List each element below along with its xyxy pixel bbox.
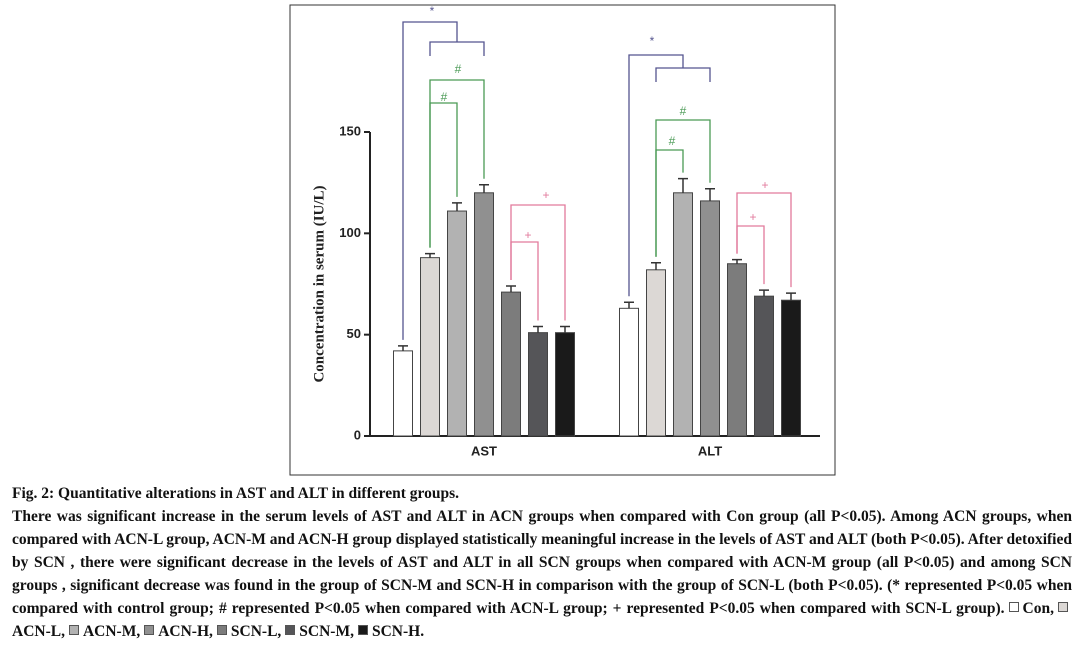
caption-body: There was significant increase in the se… <box>12 508 1072 617</box>
y-tick-label: 0 <box>354 427 361 442</box>
y-tick-label: 100 <box>339 225 361 240</box>
bar <box>727 263 747 437</box>
legend-label: SCN-M <box>299 623 351 640</box>
legend-entry: Con <box>1008 600 1054 617</box>
bar <box>754 295 774 437</box>
bar <box>619 307 639 437</box>
significance-mark: # <box>669 134 676 148</box>
bar <box>700 200 720 437</box>
legend-label: SCN-H <box>371 623 421 640</box>
legend-swatch <box>68 625 79 635</box>
bar <box>646 269 666 437</box>
significance-mark: + <box>542 188 549 202</box>
significance-bracket <box>655 149 684 257</box>
legend-label: ACN-L <box>12 623 62 640</box>
significance-mark: # <box>455 62 462 76</box>
x-tick-label: AST <box>471 443 497 458</box>
legend-swatch <box>357 625 368 635</box>
y-tick-label: 150 <box>339 123 361 138</box>
chart: Concentration in serum (IU/L) 0 50 100 150 A… <box>289 4 836 476</box>
error-bar <box>560 325 570 333</box>
legend-label: Con <box>1022 600 1051 617</box>
significance-bracket <box>736 225 765 285</box>
significance-mark: * <box>650 34 655 48</box>
bar <box>781 299 801 437</box>
bar <box>555 332 575 437</box>
legend-entry: SCN-L <box>216 623 281 640</box>
significance-mark: + <box>749 210 756 224</box>
caption-title: Fig. 2: Quantitative alterations in AST … <box>12 485 459 502</box>
significance-mark: + <box>524 228 531 242</box>
y-axis-label: Concentration in serum (IU/L) <box>311 185 327 382</box>
bar <box>420 257 440 437</box>
error-bar <box>624 301 634 309</box>
bar <box>528 332 548 437</box>
error-bar <box>705 187 715 201</box>
legend-swatch <box>1058 602 1068 612</box>
significance-bracket <box>510 204 566 321</box>
significance-bracket <box>628 54 711 297</box>
significance-bracket <box>402 21 485 340</box>
error-bar <box>651 261 661 270</box>
significance-mark: * <box>430 4 435 18</box>
significance-bracket <box>736 192 792 288</box>
legend-swatch <box>216 625 227 635</box>
legend-entry: ACN-H <box>144 623 213 640</box>
error-bar <box>452 202 462 212</box>
caption: Fig. 2: Quantitative alterations in AST … <box>12 482 1072 643</box>
legend-entry: SCN-H <box>357 623 424 640</box>
error-bar <box>425 252 435 258</box>
bar <box>474 192 494 437</box>
bar <box>673 192 693 437</box>
legend-label: SCN-L <box>230 623 278 640</box>
x-tick-label: ALT <box>698 443 722 458</box>
bar <box>447 210 467 437</box>
legend-label: ACN-M <box>82 623 137 640</box>
legend-label: ACN-H <box>158 623 210 640</box>
error-bar <box>506 285 516 293</box>
legend-entry: ACN-M <box>68 623 140 640</box>
error-bar <box>479 183 489 193</box>
legend-swatch <box>1008 602 1019 612</box>
error-bar <box>786 292 796 301</box>
legend-swatch <box>285 625 296 635</box>
legend-entry: SCN-M <box>285 623 354 640</box>
significance-mark: + <box>761 178 768 192</box>
chart-frame <box>289 4 836 476</box>
error-bar <box>759 289 769 297</box>
y-tick-label: 50 <box>347 326 361 341</box>
error-bar <box>678 177 688 193</box>
legend-swatch <box>144 625 155 635</box>
bar <box>393 350 413 437</box>
error-bar <box>533 325 543 333</box>
error-bar <box>398 345 408 351</box>
bar <box>501 291 521 437</box>
error-bar <box>732 258 742 264</box>
significance-bracket <box>429 102 458 248</box>
significance-mark: # <box>441 90 448 104</box>
significance-mark: # <box>680 104 687 118</box>
